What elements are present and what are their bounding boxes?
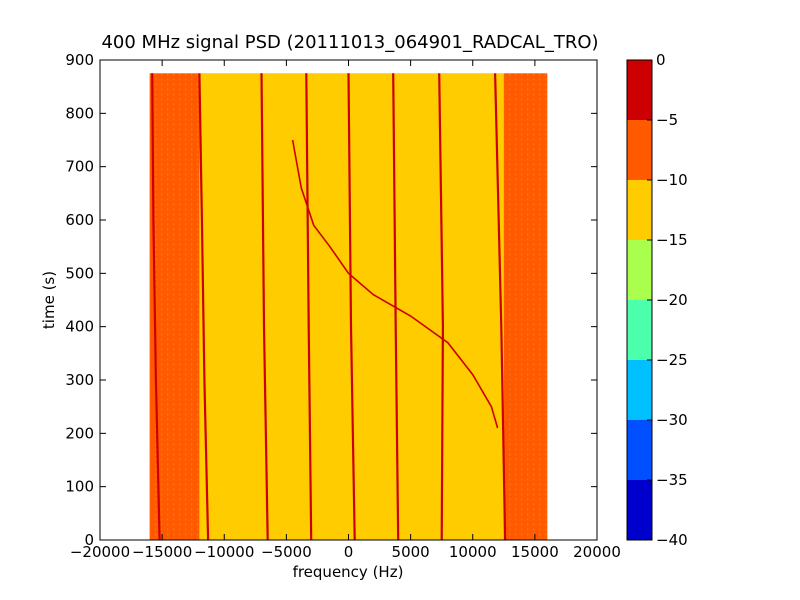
colorbar-level <box>627 360 652 420</box>
x-axis-ticks: −20000 −15000 −10000 −5000 0 5000 10000 15000 20… <box>70 60 621 561</box>
y-tick-label: 800 <box>65 104 94 122</box>
x-axis-label: frequency (Hz) <box>293 563 404 581</box>
y-tick-label: 600 <box>65 211 94 229</box>
carrier-line-8 <box>494 73 507 541</box>
colorbar-tick-label: −15 <box>656 231 688 249</box>
carrier-line-6 <box>392 73 400 541</box>
colorbar-tick-label: −30 <box>656 411 688 429</box>
heatmap-layer <box>149 73 548 540</box>
y-tick-label: 0 <box>84 531 94 549</box>
x-tick-label: 5000 <box>392 543 430 561</box>
colorbar-level <box>627 240 652 300</box>
y-axis-ticks: 0 100 200 300 400 500 600 700 800 900 <box>65 51 597 549</box>
y-tick-label: 100 <box>65 478 94 496</box>
x-tick-label: 15000 <box>511 543 559 561</box>
carrier-line-7 <box>438 73 445 541</box>
colorbar-level <box>627 300 652 360</box>
heatmap-region-2 <box>199 73 442 540</box>
x-tick-label: 10000 <box>449 543 497 561</box>
x-tick-label: −20000 <box>70 543 130 561</box>
colorbar-tick-label: 0 <box>656 51 666 69</box>
colorbar-tick-label: −5 <box>656 111 678 129</box>
colorbar-level <box>627 180 652 240</box>
colorbar-level <box>627 480 652 540</box>
carrier-line-4 <box>305 73 313 541</box>
heatmap-region-4 <box>503 73 548 540</box>
x-tick-label: −15000 <box>132 543 192 561</box>
colorbar-level <box>627 60 652 120</box>
x-tick-label: −10000 <box>194 543 254 561</box>
colorbar-level <box>627 420 652 480</box>
plot-area <box>99 59 598 541</box>
y-tick-label: 700 <box>65 158 94 176</box>
sweep-line <box>291 139 499 429</box>
carrier-line-3 <box>260 73 269 541</box>
colorbar-tick-label: −40 <box>656 531 688 549</box>
carrier-line-1 <box>151 73 161 541</box>
colorbar-ticks: 0 −5 −10 −15 −20 −25 −30 −35 −40 <box>647 51 688 549</box>
y-axis-label: time (s) <box>40 271 58 329</box>
y-tick-label: 200 <box>65 424 94 442</box>
colorbar-levels <box>627 60 652 540</box>
y-tick-label: 500 <box>65 264 94 282</box>
x-tick-label: 0 <box>344 543 354 561</box>
colorbar-tick-label: −20 <box>656 291 688 309</box>
carrier-line-2 <box>198 73 210 541</box>
y-tick-label: 900 <box>65 51 94 69</box>
colorbar-tick-label: −35 <box>656 471 688 489</box>
colorbar: 0 −5 −10 −15 −20 −25 −30 −35 −40 <box>626 51 688 549</box>
colorbar-level <box>627 120 652 180</box>
carrier-line-5 <box>347 73 356 541</box>
heatmap-region-3 <box>441 73 504 540</box>
y-tick-label: 400 <box>65 318 94 336</box>
x-tick-label: −5000 <box>261 543 312 561</box>
colorbar-tick-label: −10 <box>656 171 688 189</box>
chart-title: 400 MHz signal PSD (20111013_064901_RADC… <box>101 32 598 53</box>
x-tick-label: 20000 <box>573 543 621 561</box>
signal-lines-layer <box>151 73 507 541</box>
colorbar-tick-label: −25 <box>656 351 688 369</box>
y-tick-label: 300 <box>65 371 94 389</box>
